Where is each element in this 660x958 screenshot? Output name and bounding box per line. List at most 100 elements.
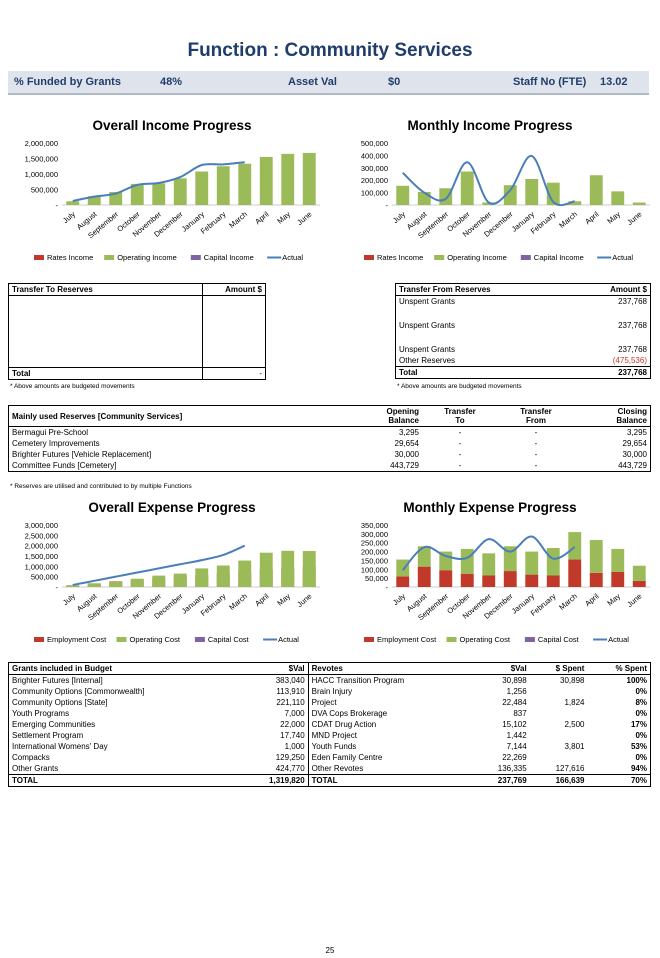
bar: [417, 546, 431, 567]
bar: [546, 182, 560, 205]
bar: [216, 565, 230, 587]
x-tick-label: April: [583, 209, 601, 226]
y-tick-label: 1,000,000: [25, 170, 58, 179]
bar: [503, 185, 517, 205]
bar: [611, 548, 625, 572]
table-row: Other Grants 424,770 Other Revotes 136,335 1…: [12, 763, 647, 775]
bar: [173, 178, 187, 205]
legend-label: Actual: [612, 253, 633, 262]
table-row: Cemetery Improvements 29,654- -29,654: [12, 439, 647, 448]
legend-swatch: [190, 255, 201, 260]
bar: [173, 573, 187, 587]
table-row: Brighter Futures [Vehicle Replacement] 30…: [12, 450, 647, 459]
legend-swatch: [524, 637, 535, 642]
legend-swatch: [364, 637, 374, 642]
x-tick-label: July: [391, 209, 407, 225]
staff-value: 13.02: [600, 76, 628, 88]
x-tick-label: March: [227, 592, 249, 612]
bar: [482, 575, 496, 587]
legend-swatch: [116, 637, 127, 642]
asset-value: $0: [388, 76, 401, 88]
x-tick-label: April: [253, 209, 271, 226]
bar: [259, 552, 273, 587]
transfer-to-amount-header: Amount $: [202, 283, 266, 296]
table-row: Unspent Grants 237,768: [399, 344, 647, 354]
bar: [238, 560, 252, 587]
bar: [302, 551, 316, 587]
y-tick-label: 1,500,000: [25, 552, 58, 561]
y-tick-label: 500,000: [31, 573, 58, 582]
bar: [482, 202, 496, 205]
bar: [396, 559, 410, 577]
legend-label: Operating Cost: [130, 635, 181, 644]
legend-label: Actual: [282, 253, 303, 262]
table-row: Bermagui Pre-School 3,295- -3,295: [12, 428, 647, 437]
y-tick-label: 300,000: [361, 164, 388, 173]
bar: [109, 581, 123, 587]
bar: [302, 152, 316, 205]
table-row: Youth Programs 7,000 DVA Cops Brokerage 837…: [12, 708, 647, 719]
grants-table: Grants included in Budget $Val Revotes $…: [8, 662, 651, 787]
x-tick-label: May: [605, 591, 622, 607]
y-tick-label: -: [56, 201, 59, 210]
legend-label: Actual: [608, 635, 629, 644]
bar: [589, 540, 603, 573]
y-tick-label: 1,500,000: [25, 155, 58, 164]
legend-label: Capital Income: [534, 253, 584, 262]
legend-label: Actual: [278, 635, 299, 644]
bar: [87, 583, 101, 587]
bar: [460, 573, 474, 587]
y-tick-label: 2,500,000: [25, 531, 58, 540]
x-tick-label: May: [275, 209, 292, 225]
y-tick-label: -: [386, 201, 389, 210]
bar: [503, 571, 517, 587]
x-tick-label: July: [391, 591, 407, 607]
y-tick-label: 200,000: [361, 176, 388, 185]
bar: [525, 551, 539, 575]
series-line-actual: [72, 161, 245, 202]
transfer-from-amount-header: Amount $: [610, 285, 647, 294]
staff-label: Staff No (FTE): [513, 76, 587, 88]
x-tick-label: March: [227, 210, 249, 230]
x-tick-label: June: [625, 210, 643, 227]
bar: [396, 185, 410, 205]
table-row: Other Reserves (475,536): [399, 355, 647, 365]
y-tick-label: 1,000,000: [25, 562, 58, 571]
legend-swatch: [364, 255, 374, 260]
y-tick-label: -: [386, 583, 389, 592]
monthly-expense-chart: 350,000300,000250,000200,000150,000100,0…: [361, 521, 650, 644]
legend-label: Rates Income: [377, 253, 423, 262]
bar: [396, 576, 410, 587]
x-tick-label: July: [61, 209, 77, 225]
bar: [216, 166, 230, 205]
bar: [152, 575, 166, 587]
legend-label: Employment Cost: [377, 635, 437, 644]
bar: [482, 553, 496, 576]
transfer-from-total-label: Total: [399, 367, 418, 377]
bar: [589, 572, 603, 587]
bar: [238, 163, 252, 205]
bar: [546, 575, 560, 587]
legend-swatch: [446, 637, 457, 642]
legend-label: Capital Income: [204, 253, 254, 262]
x-tick-label: April: [253, 591, 271, 608]
bar: [546, 548, 560, 576]
bar: [66, 201, 80, 205]
legend-swatch: [520, 255, 531, 260]
bar: [195, 171, 209, 205]
bar: [460, 548, 474, 574]
reserves-header: Mainly used Reserves [Community Services…: [12, 411, 183, 421]
legend-swatch: [104, 255, 115, 260]
table-row: Emerging Communities 22,000 CDAT Drug Acti…: [12, 719, 647, 730]
bar: [503, 546, 517, 572]
bar: [632, 565, 646, 581]
bar: [568, 559, 582, 587]
y-tick-label: 500,000: [361, 139, 388, 148]
series-line-actual: [402, 155, 575, 207]
legend-label: Operating Income: [117, 253, 177, 262]
chart-title-monthly-income: Monthly Income Progress: [407, 118, 573, 133]
y-tick-label: 500,000: [31, 186, 58, 195]
x-tick-label: June: [295, 592, 313, 609]
chart-title-monthly-expense: Monthly Expense Progress: [403, 500, 577, 515]
